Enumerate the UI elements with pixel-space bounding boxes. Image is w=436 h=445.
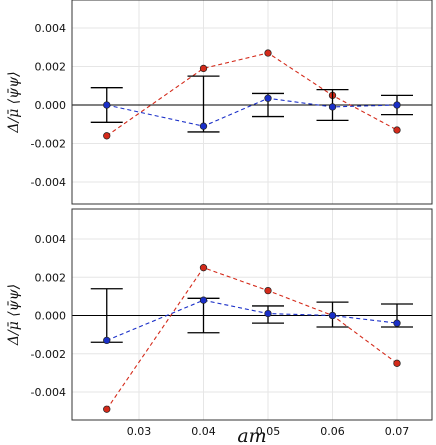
x-tick-label: 0.07 [385, 425, 410, 438]
panel-1: -0.004 -0.002 0.000 0.002 0.004 Δ/μ̄ ⟨ψ̄ψ⟩ [6, 0, 433, 205]
y-tick-label: 0.002 [35, 271, 67, 284]
y-tick-label: -0.002 [31, 348, 66, 361]
series-2-point [393, 319, 401, 327]
series-2-point [103, 336, 111, 345]
series-2-point [328, 103, 337, 111]
y-tick-label: 0.002 [35, 61, 67, 74]
series-2-line [106, 97, 398, 127]
y-tick-label: 0.000 [35, 310, 67, 323]
y-axis-label: Δ/μ̄ ⟨ψ̄ψ⟩ [6, 284, 22, 346]
panel-2: -0.004 -0.002 0.000 0.002 0.004 0.03 0.04 0.05 0… [6, 208, 433, 445]
series-2-point [393, 101, 401, 109]
y-tick-label: -0.004 [31, 386, 66, 399]
series-1-point [103, 132, 111, 140]
series-2-point [103, 101, 111, 109]
panel-frame [71, 208, 433, 421]
series-1-point [264, 286, 272, 295]
data-region [90, 49, 413, 140]
x-axis-label: am [237, 425, 266, 445]
panel-frame [71, 0, 433, 205]
series-1-point [264, 49, 272, 57]
x-tick-label: 0.05 [256, 425, 281, 438]
series-1-point [199, 64, 208, 73]
series-2-point [199, 296, 208, 304]
x-tick-label: 0.03 [127, 425, 152, 438]
series-1-point [199, 264, 208, 272]
x-tick-label: 0.06 [320, 425, 345, 438]
data-region [90, 264, 413, 413]
series-2-point [264, 94, 272, 102]
series-1-point [393, 126, 401, 134]
x-tick-label: 0.04 [191, 425, 216, 438]
y-axis-label: Δ/μ̄ ⟨ψ̄ψ⟩ [6, 71, 22, 133]
y-tick-label: 0.004 [35, 22, 67, 35]
y-tick-label: 0.004 [35, 233, 67, 246]
series-1-line [106, 267, 398, 410]
y-tick-label: -0.004 [31, 176, 66, 189]
y-tick-label: -0.002 [31, 138, 66, 151]
series-1-point [393, 359, 401, 367]
series-1-point [103, 405, 111, 413]
y-tick-label: 0.000 [35, 99, 67, 112]
series-1-line [106, 52, 398, 137]
series-2-point [264, 309, 272, 318]
series-2-point [328, 311, 337, 320]
series-2-point [199, 122, 208, 130]
series-2-line [106, 299, 398, 341]
